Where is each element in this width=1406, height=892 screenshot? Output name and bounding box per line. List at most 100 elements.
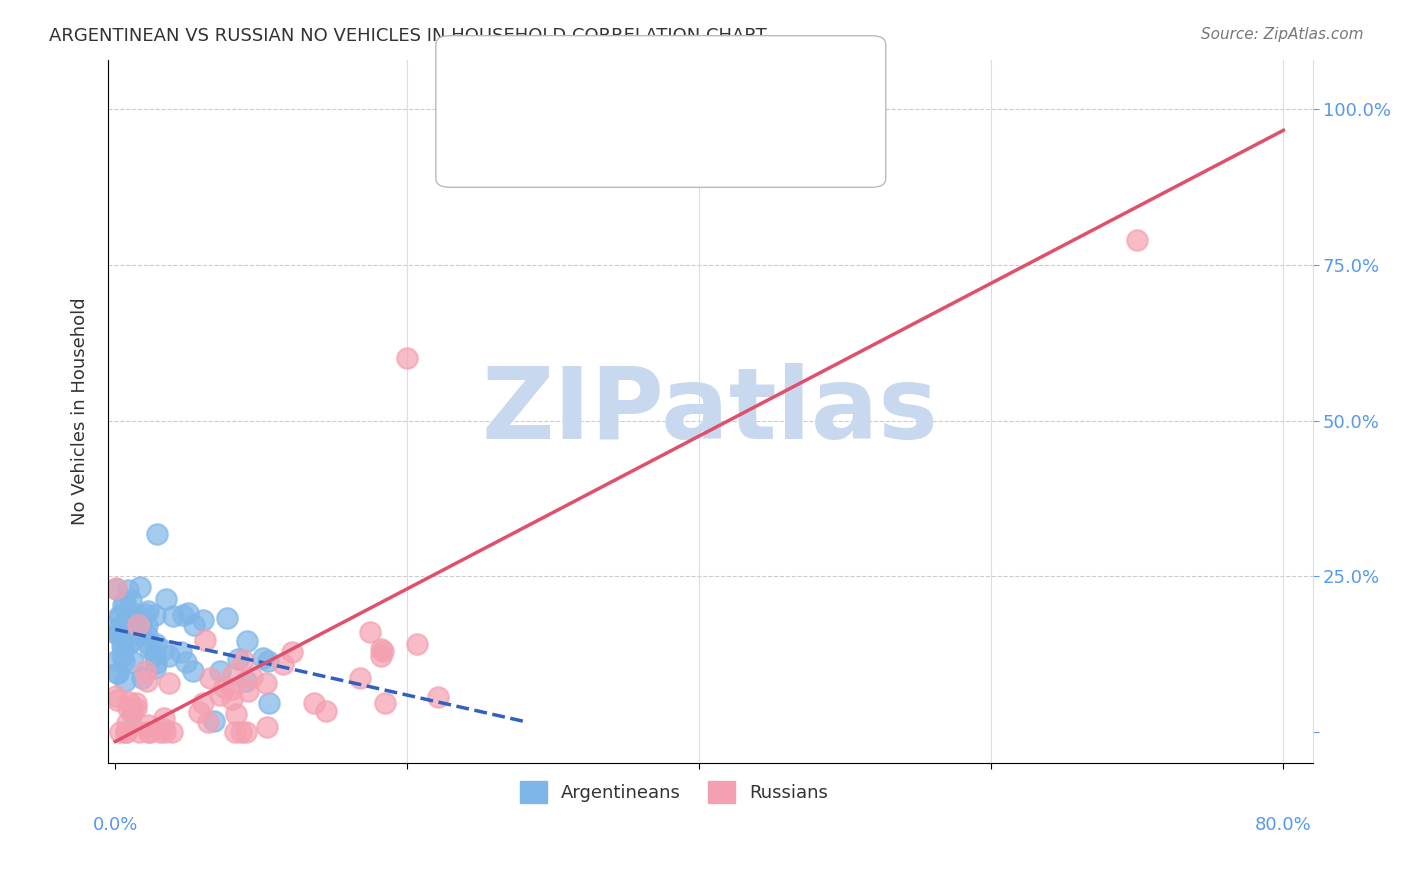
Point: [110, 630, 132, 644]
Point: [162, 609, 184, 624]
Point: [118, 608, 141, 623]
Point: [257, 697, 280, 711]
Point: [108, 724, 131, 739]
Point: [114, 673, 136, 688]
Point: [136, 674, 159, 689]
Point: [236, 684, 259, 698]
Point: [143, 661, 166, 675]
Point: [152, 711, 174, 725]
Point: [114, 613, 136, 627]
Point: [121, 655, 143, 669]
Point: [127, 618, 149, 632]
Point: [107, 626, 129, 640]
Point: [139, 724, 162, 739]
Point: [252, 651, 274, 665]
Point: [256, 720, 278, 734]
Point: [235, 724, 257, 739]
Point: [188, 705, 211, 719]
Point: [105, 581, 128, 595]
Point: [120, 615, 142, 630]
Point: [139, 642, 162, 657]
Point: [302, 696, 325, 710]
Point: [257, 654, 280, 668]
Point: [208, 688, 231, 702]
Point: [231, 653, 253, 667]
Point: [221, 692, 243, 706]
Point: [136, 717, 159, 731]
Point: [115, 715, 138, 730]
Point: [242, 670, 264, 684]
Point: [114, 724, 136, 739]
Point: [108, 610, 131, 624]
Point: [193, 613, 215, 627]
Point: [112, 631, 135, 645]
Point: [111, 640, 134, 655]
Point: [136, 604, 159, 618]
Point: [153, 722, 176, 736]
Point: [135, 628, 157, 642]
Point: [221, 667, 243, 681]
Point: [124, 624, 146, 639]
Point: [374, 696, 396, 710]
Text: 0.0%: 0.0%: [93, 815, 138, 834]
Point: [176, 606, 198, 620]
Point: [134, 664, 156, 678]
Point: [111, 627, 134, 641]
Point: [157, 648, 180, 663]
Point: [155, 592, 177, 607]
Point: [212, 681, 235, 695]
Point: [315, 704, 337, 718]
Point: [396, 351, 419, 366]
Point: [112, 654, 135, 668]
Point: [194, 633, 217, 648]
Point: [104, 689, 127, 703]
Point: [105, 627, 128, 641]
Point: [118, 695, 141, 709]
Point: [125, 607, 148, 621]
Point: [181, 664, 204, 678]
Point: [121, 703, 143, 717]
Point: [157, 676, 180, 690]
Point: [371, 644, 394, 658]
Point: [145, 527, 167, 541]
Point: [215, 611, 238, 625]
Point: [131, 671, 153, 685]
Point: [174, 655, 197, 669]
Point: [224, 724, 246, 739]
Point: [105, 652, 128, 666]
Point: [172, 607, 194, 622]
Point: [114, 593, 136, 607]
Point: [125, 700, 148, 714]
Point: [155, 724, 177, 739]
Point: [111, 649, 134, 664]
Text: ARGENTINEAN VS RUSSIAN NO VEHICLES IN HOUSEHOLD CORRELATION CHART: ARGENTINEAN VS RUSSIAN NO VEHICLES IN HO…: [49, 27, 766, 45]
Point: [136, 618, 159, 632]
Point: [162, 724, 184, 739]
Point: [406, 637, 429, 651]
Point: [370, 642, 392, 657]
Point: [169, 645, 191, 659]
Point: [152, 643, 174, 657]
Point: [107, 609, 129, 624]
Point: [834, 103, 856, 117]
Point: [145, 637, 167, 651]
Point: [124, 627, 146, 641]
Point: [138, 638, 160, 652]
Point: [271, 657, 294, 671]
Point: [349, 671, 371, 685]
Point: [226, 652, 249, 666]
Text: 80.0%: 80.0%: [1256, 815, 1312, 834]
Point: [107, 666, 129, 681]
Point: [143, 607, 166, 622]
Point: [359, 625, 381, 640]
Point: [202, 714, 225, 728]
Point: [125, 696, 148, 710]
Point: [370, 648, 392, 663]
Point: [426, 690, 449, 705]
Point: [117, 700, 139, 714]
Point: [149, 724, 172, 739]
Point: [198, 671, 221, 685]
Point: [197, 714, 219, 729]
Point: [112, 598, 135, 612]
Point: [225, 706, 247, 721]
